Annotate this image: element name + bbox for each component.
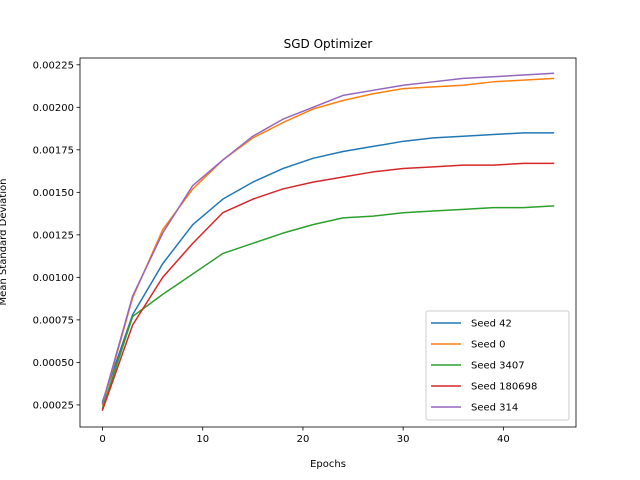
x-tick-label: 30	[397, 434, 410, 445]
y-tick-label: 0.00025	[33, 400, 74, 411]
y-tick-label: 0.00150	[33, 188, 74, 199]
series-line-seed-42	[101, 132, 555, 403]
x-tick-label: 40	[497, 434, 510, 445]
plot-lines	[101, 72, 555, 411]
chart-title: SGD Optimizer	[284, 37, 373, 51]
y-tick-label: 0.00225	[33, 60, 74, 71]
legend-label: Seed 3407	[471, 361, 525, 372]
x-tick-label: 0	[99, 434, 105, 445]
x-tick-label: 20	[297, 434, 310, 445]
y-tick-label: 0.00125	[33, 230, 74, 241]
series-line-seed-314	[101, 72, 555, 405]
legend-label: Seed 180698	[471, 382, 537, 393]
series-line-seed-3407	[101, 205, 555, 410]
plot-frame	[79, 57, 577, 428]
x-tick-label: 10	[196, 434, 209, 445]
legend: Seed 42 Seed 0 Seed 3407 Seed 180698 Seed 31…	[425, 310, 570, 421]
y-tick-label: 0.00175	[33, 145, 74, 156]
legend-label: Seed 314	[471, 403, 518, 414]
y-tick-label: 0.00100	[33, 273, 74, 284]
y-tick-label: 0.00050	[33, 358, 74, 369]
x-axis-ticks: 0 10 20 30 40	[99, 427, 510, 445]
y-tick-label: 0.00200	[33, 103, 74, 114]
legend-label: Seed 0	[471, 340, 506, 351]
y-tick-label: 0.00075	[33, 315, 74, 326]
legend-items: Seed 42 Seed 0 Seed 3407 Seed 180698 Seed 31…	[431, 319, 537, 414]
y-axis-title: Mean Standard Deviation	[0, 179, 9, 306]
y-axis-ticks: 0.00025 0.00050 0.00075 0.00100 0.00125 0.001…	[33, 60, 80, 411]
x-axis-title: Epochs	[310, 459, 346, 470]
legend-frame	[425, 310, 570, 421]
series-line-seed-180698	[101, 162, 555, 411]
legend-label: Seed 42	[471, 319, 512, 330]
